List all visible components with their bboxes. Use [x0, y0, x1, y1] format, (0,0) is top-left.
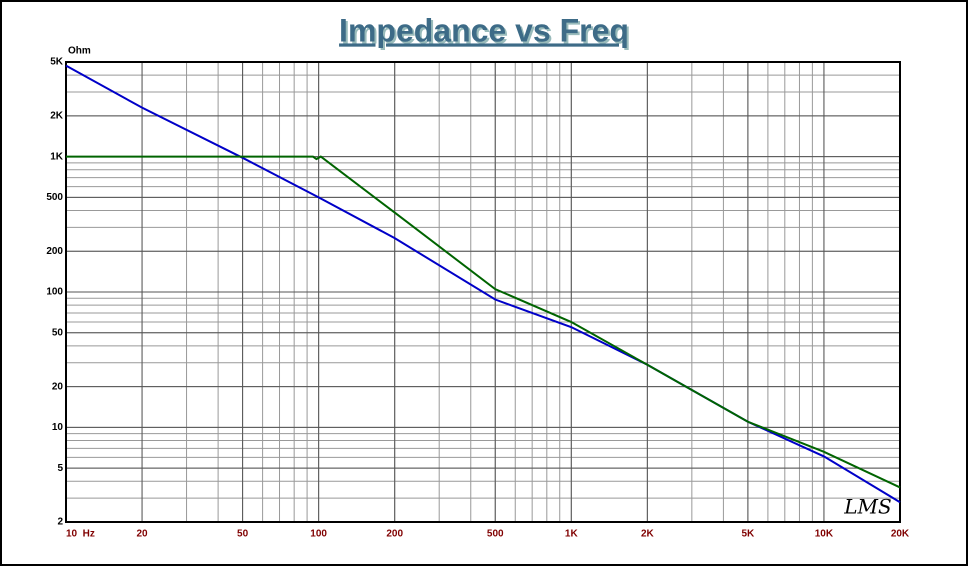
y-tick-label: 5: [57, 463, 63, 474]
y-tick-label: 2: [57, 517, 63, 528]
x-tick-label: 200: [386, 529, 403, 540]
y-unit: Ohm: [68, 46, 91, 57]
title-shadow: Impedance vs Freq: [341, 14, 631, 50]
x-tick-label: 5K: [741, 529, 755, 540]
x-tick-label: 100: [310, 529, 327, 540]
x-tick-label: 2K: [641, 529, 655, 540]
y-tick-label: 10: [52, 422, 64, 433]
x-tick-label: 10K: [815, 529, 834, 540]
y-tick-label: 2K: [50, 111, 64, 122]
x-tick-label: 20: [136, 529, 148, 540]
y-tick-label: 1K: [50, 151, 64, 162]
x-tick-label: 20K: [891, 529, 910, 540]
y-tick-label: 100: [46, 287, 63, 298]
y-tick-label: 20: [52, 381, 64, 392]
y-tick-label: 200: [46, 246, 63, 257]
y-tick-label: 5K: [50, 57, 64, 68]
line: [66, 155, 901, 489]
x-tick-label: 1K: [565, 529, 579, 540]
x-tick-label: 500: [487, 529, 504, 540]
plot-frame: [65, 61, 901, 523]
line: [65, 64, 901, 504]
y-tick-label: 50: [52, 327, 64, 338]
chart-title: Impedance vs Freq: [339, 12, 629, 48]
y-tick-label: 500: [46, 192, 63, 203]
x-tick-label: 10 Hz: [66, 529, 95, 540]
x-tick-label: 50: [237, 529, 249, 540]
